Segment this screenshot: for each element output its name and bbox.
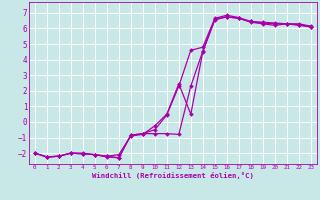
X-axis label: Windchill (Refroidissement éolien,°C): Windchill (Refroidissement éolien,°C) bbox=[92, 172, 254, 179]
